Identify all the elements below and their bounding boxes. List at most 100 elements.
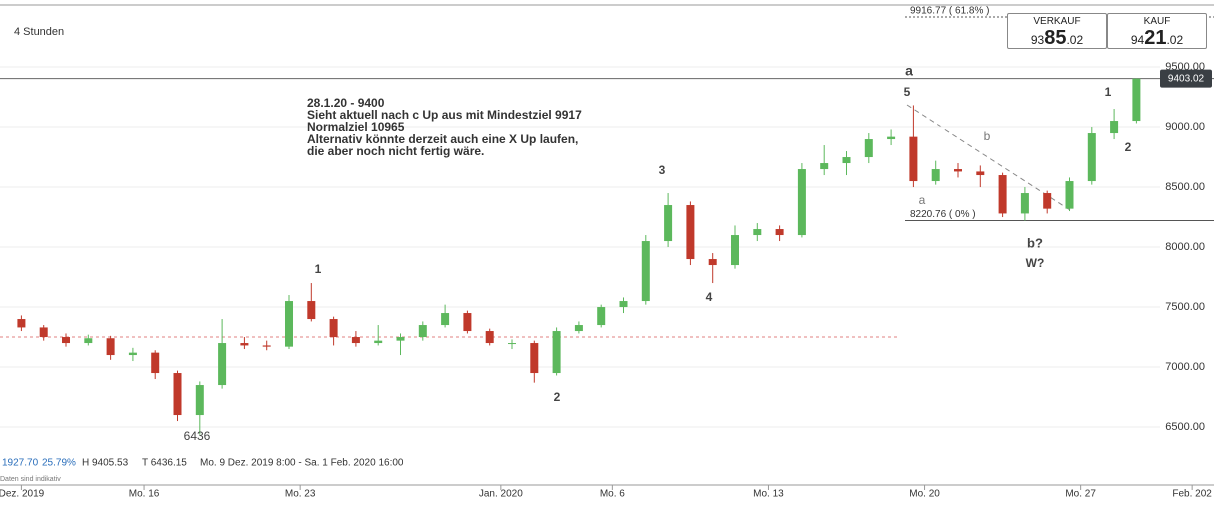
sell-suffix: .02 [1066,33,1084,47]
candle-body [62,337,71,344]
y-tick-label: 8000.00 [1165,241,1205,253]
candle-body [39,327,48,338]
wave-label: 2 [1125,140,1132,154]
candle-body [262,345,271,347]
wave-label: b? [1027,235,1043,250]
wave-label: 5 [904,85,911,99]
candle-body [797,169,806,236]
wave-label: 1 [315,262,322,276]
stat: Mo. 9 Dez. 2019 8:00 - Sa. 1 Feb. 2020 1… [200,458,404,469]
candle-body [106,338,115,356]
x-tick-label: Dez. 2019 [0,489,45,500]
x-tick-label: Mo. 6 [600,489,625,500]
y-tick-label: 8500.00 [1165,181,1205,193]
level-label: 8220.76 ( 0% ) [910,209,976,220]
candle-body [396,337,405,341]
candle-body [664,205,673,242]
candle-body [753,229,762,236]
candle-body [151,352,160,374]
candle-body [1110,121,1119,134]
candle-body [686,205,695,260]
candle-body [820,163,829,170]
sell-label: VERKAUF [1033,16,1081,27]
annotation-line: 28.1.20 - 9400 [307,96,385,110]
candle-body [708,259,717,266]
y-tick-label: 7500.00 [1165,301,1205,313]
stat: 1927.70 [2,458,39,469]
sell-box[interactable]: VERKAUF 9385.02 [1007,13,1107,49]
candle-body [530,343,539,374]
candle-body [842,157,851,164]
wave-label: 4 [706,290,713,304]
annotation-line: Sieht aktuell nach c Up aus mit Mindestz… [307,108,582,122]
candle-body [887,136,896,140]
buy-box[interactable]: KAUF 9421.02 [1107,13,1207,49]
buy-main: 21 [1144,27,1167,49]
last-price-tag [1160,69,1212,88]
candle-body [1087,133,1096,182]
candle-body [1020,193,1029,214]
wave-label: 1 [1105,85,1112,99]
candle-body [240,343,249,346]
footnote: Daten sind indikativ [0,476,61,483]
candle-body [84,338,93,344]
candle-body [597,307,606,326]
candle-body [285,301,294,347]
candle-body [307,301,316,320]
x-tick-label: Feb. 202 [1172,489,1212,500]
candle-body [619,301,628,308]
wave-label: 2 [554,390,561,404]
candle-body [641,241,650,302]
buy-prefix: 94 [1130,33,1145,47]
candle-body [463,313,472,332]
candle-body [552,331,561,374]
wave-label: a [919,193,926,207]
candle-body [931,169,940,182]
x-tick-label: Jan. 2020 [479,489,523,500]
y-tick-label: 7000.00 [1165,361,1205,373]
buy-suffix: .02 [1166,33,1184,47]
candle-body [441,313,450,326]
y-tick-label: 6500.00 [1165,421,1205,433]
candle-body [218,343,227,386]
stat: T 6436.15 [142,458,187,469]
candle-body [731,235,740,266]
annotation-line: die aber noch nicht fertig wäre. [307,144,484,158]
candle-body [329,319,338,338]
candle-body [976,171,985,176]
candle-body [418,325,427,338]
candle-body [195,385,204,416]
timeframe: 4 Stunden [14,26,64,38]
wave-label: b [984,129,991,143]
candle-body [1065,181,1074,209]
level-label: 9916.77 ( 61.8% ) [910,6,990,17]
wave-label: a [905,63,913,79]
x-tick-label: Mo. 16 [129,489,160,500]
candle-body [173,373,182,416]
candle-body [1043,193,1052,209]
wave-label: 3 [659,163,666,177]
buy-label: KAUF [1143,16,1171,27]
x-tick-label: Mo. 23 [285,489,316,500]
candle-body [909,136,918,182]
candle-body [574,325,583,332]
candle-body [485,331,494,344]
wave-label: W? [1026,256,1045,270]
annotation-line: Alternativ könnte derzeit auch eine X Up… [307,132,578,146]
candle-body [998,175,1007,214]
x-tick-label: Mo. 13 [753,489,784,500]
candle-body [128,352,137,356]
candle-body [775,229,784,236]
candle-body [508,343,517,345]
wave-label: 6436 [184,429,211,443]
last-price-label: 9403.02 [1168,73,1205,84]
y-tick-label: 9000.00 [1165,121,1205,133]
candle-body [351,337,360,344]
sell-prefix: 93 [1030,33,1045,47]
x-tick-label: Mo. 20 [909,489,940,500]
candle-body [17,319,26,328]
candle-body [1132,78,1141,122]
stat: H 9405.53 [82,458,129,469]
